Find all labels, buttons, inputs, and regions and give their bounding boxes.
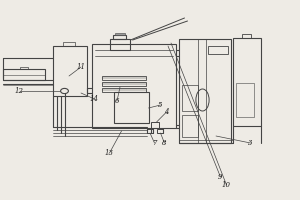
Text: 8: 8 bbox=[162, 139, 167, 147]
Bar bbox=[102, 76, 146, 80]
Bar bbox=[232, 38, 261, 126]
Bar bbox=[102, 88, 146, 92]
Bar bbox=[102, 82, 146, 86]
Text: 6: 6 bbox=[115, 97, 119, 105]
Text: 14: 14 bbox=[90, 95, 99, 103]
Bar bbox=[182, 115, 198, 137]
Bar bbox=[63, 42, 75, 46]
Text: 7: 7 bbox=[152, 139, 157, 147]
Bar bbox=[242, 34, 250, 38]
Bar bbox=[3, 69, 45, 80]
Text: 13: 13 bbox=[105, 149, 114, 157]
Text: 5: 5 bbox=[158, 101, 163, 109]
Bar bbox=[208, 46, 228, 54]
Bar bbox=[110, 39, 130, 50]
Bar bbox=[92, 44, 176, 128]
Text: 12: 12 bbox=[15, 87, 24, 95]
Circle shape bbox=[61, 88, 68, 94]
Bar bbox=[114, 92, 148, 123]
Bar bbox=[115, 33, 125, 35]
Bar bbox=[236, 83, 254, 117]
Text: 10: 10 bbox=[222, 181, 231, 189]
Text: 4: 4 bbox=[164, 108, 169, 116]
Bar bbox=[113, 35, 126, 39]
Bar bbox=[178, 39, 231, 143]
Text: 11: 11 bbox=[76, 63, 85, 71]
Text: 9: 9 bbox=[218, 173, 223, 181]
Bar bbox=[182, 85, 198, 111]
Bar bbox=[20, 67, 28, 69]
Bar bbox=[157, 129, 163, 133]
Bar bbox=[151, 122, 159, 128]
Bar bbox=[52, 46, 87, 96]
Bar bbox=[147, 129, 153, 133]
Text: 3: 3 bbox=[248, 139, 253, 147]
